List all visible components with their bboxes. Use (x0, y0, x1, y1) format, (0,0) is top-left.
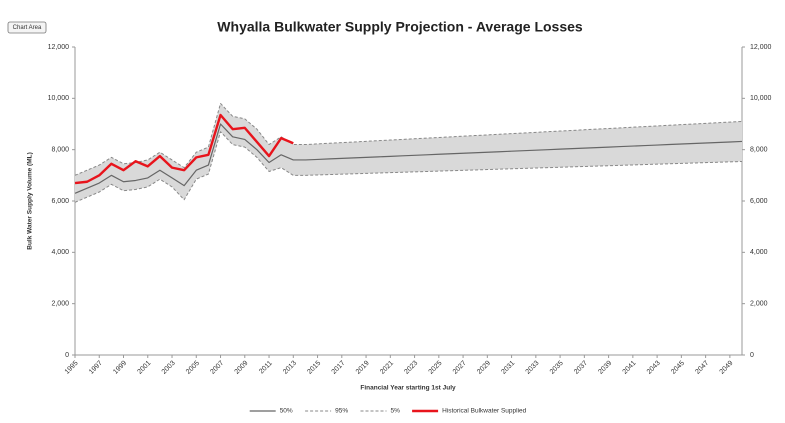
x-tick-label: 2021 (379, 360, 395, 376)
x-tick-label: 2013 (282, 360, 298, 376)
series-line (74, 131, 743, 203)
x-axis-title: Financial Year starting 1st July (360, 385, 456, 392)
x-tick-label: 2045 (670, 360, 686, 376)
y-tick-label: 6,000 (51, 198, 69, 205)
x-tick-label: 2041 (622, 360, 638, 376)
x-tick-label: 2047 (694, 360, 710, 376)
x-tick-label: 1997 (88, 360, 104, 376)
y-axis-title: Bulk Water Supply Volume (ML) (27, 152, 34, 250)
x-tick-label: 1995 (64, 360, 80, 376)
x-tick-label: 2009 (234, 360, 250, 376)
legend-label: Historical Bulkwater Supplied (442, 408, 527, 415)
y2-tick-label: 12,000 (750, 44, 772, 51)
x-tick-label: 2005 (185, 360, 201, 376)
x-tick-label: 1999 (112, 360, 128, 376)
series-line (74, 102, 743, 176)
x-tick-label: 2031 (500, 360, 516, 376)
x-tick-label: 2015 (306, 360, 322, 376)
y-tick-label: 10,000 (48, 95, 70, 102)
x-tick-label: 2039 (597, 360, 613, 376)
x-tick-label: 2011 (258, 360, 274, 376)
y-tick-label: 0 (65, 352, 69, 359)
legend-label: 5% (391, 408, 401, 415)
chart-area-label: Chart Area (13, 25, 42, 31)
x-tick-label: 2027 (452, 360, 468, 376)
x-tick-label: 2017 (331, 360, 347, 376)
y2-tick-label: 2,000 (750, 301, 768, 308)
chart-area-tooltip (7, 21, 47, 34)
y2-tick-label: 0 (750, 352, 754, 359)
confidence-band (75, 103, 742, 203)
x-tick-label: 2033 (525, 360, 541, 376)
y2-tick-label: 10,000 (750, 95, 772, 102)
x-tick-label: 2043 (646, 360, 662, 376)
x-tick-label: 2037 (573, 360, 589, 376)
series-line (74, 113, 294, 185)
chart-title: Whyalla Bulkwater Supply Projection - Av… (217, 19, 583, 35)
x-tick-label: 2049 (719, 360, 735, 376)
y2-tick-label: 6,000 (750, 198, 768, 205)
y2-tick-label: 8,000 (750, 147, 768, 154)
y-tick-label: 4,000 (51, 249, 69, 256)
y-tick-label: 8,000 (51, 147, 69, 154)
y2-tick-label: 4,000 (750, 249, 768, 256)
x-tick-label: 2025 (428, 360, 444, 376)
x-tick-label: 2019 (355, 360, 371, 376)
y-tick-label: 2,000 (51, 301, 69, 308)
x-tick-label: 2029 (476, 360, 492, 376)
series-line (74, 123, 743, 194)
x-tick-label: 2035 (549, 360, 565, 376)
legend-label: 95% (335, 408, 348, 415)
x-tick-label: 2001 (137, 360, 153, 376)
legend-label: 50% (280, 408, 293, 415)
x-tick-label: 2007 (209, 360, 225, 376)
x-tick-label: 2003 (161, 360, 177, 376)
y-tick-label: 12,000 (48, 44, 70, 51)
x-tick-label: 2023 (403, 360, 419, 376)
